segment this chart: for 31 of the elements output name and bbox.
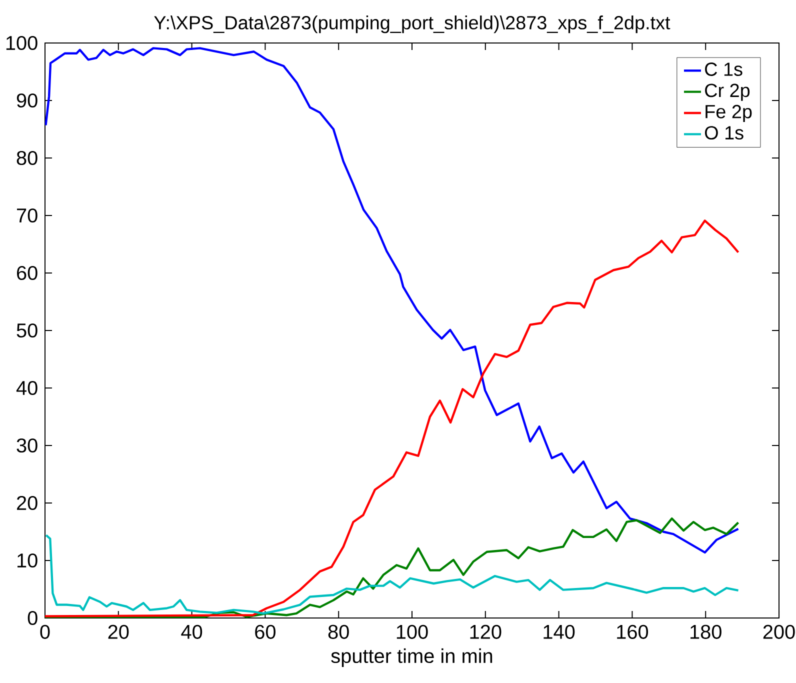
line-series xyxy=(45,534,740,614)
legend-label: O 1s xyxy=(704,126,744,140)
x-tick-label: 120 xyxy=(470,624,502,639)
legend-label: Cr 2p xyxy=(705,84,750,101)
x-tick-label: 180 xyxy=(690,624,722,639)
y-tick-label: 30 xyxy=(16,438,38,453)
line-series xyxy=(45,517,740,618)
x-tick-label: 80 xyxy=(328,624,349,639)
y-tick-label: 50 xyxy=(16,323,38,338)
x-tick-label: 100 xyxy=(396,624,428,639)
x-tick-label: 40 xyxy=(181,624,202,639)
y-tick-label: 40 xyxy=(16,380,38,396)
y-tick-label: 90 xyxy=(16,93,38,108)
line-series xyxy=(45,220,740,618)
x-tick-label: 200 xyxy=(763,624,795,639)
y-tick-label: 70 xyxy=(17,208,38,223)
y-tick-label: 10 xyxy=(18,553,38,568)
x-tick-label: 20 xyxy=(108,624,129,639)
legend-label: C 1s xyxy=(705,62,742,76)
legend-label: Fe 2p xyxy=(706,104,752,122)
y-tick-label: 60 xyxy=(17,266,38,280)
y-tick-label: 20 xyxy=(16,496,38,510)
x-tick-label: 140 xyxy=(544,624,575,639)
x-axis-title: sputter time in min xyxy=(331,648,492,668)
y-tick-label: 80 xyxy=(16,150,38,166)
y-tick-label: 0 xyxy=(28,610,38,626)
x-tick-label: 0 xyxy=(40,624,50,639)
y-tick-label: 100 xyxy=(6,36,38,50)
chart-title: Y:\XPS_Data\2873(pumping_port_shield)\2873_xps_f_2dp.txt xyxy=(154,16,670,34)
x-tick-label: 60 xyxy=(255,624,276,639)
x-tick-label: 160 xyxy=(617,624,648,639)
